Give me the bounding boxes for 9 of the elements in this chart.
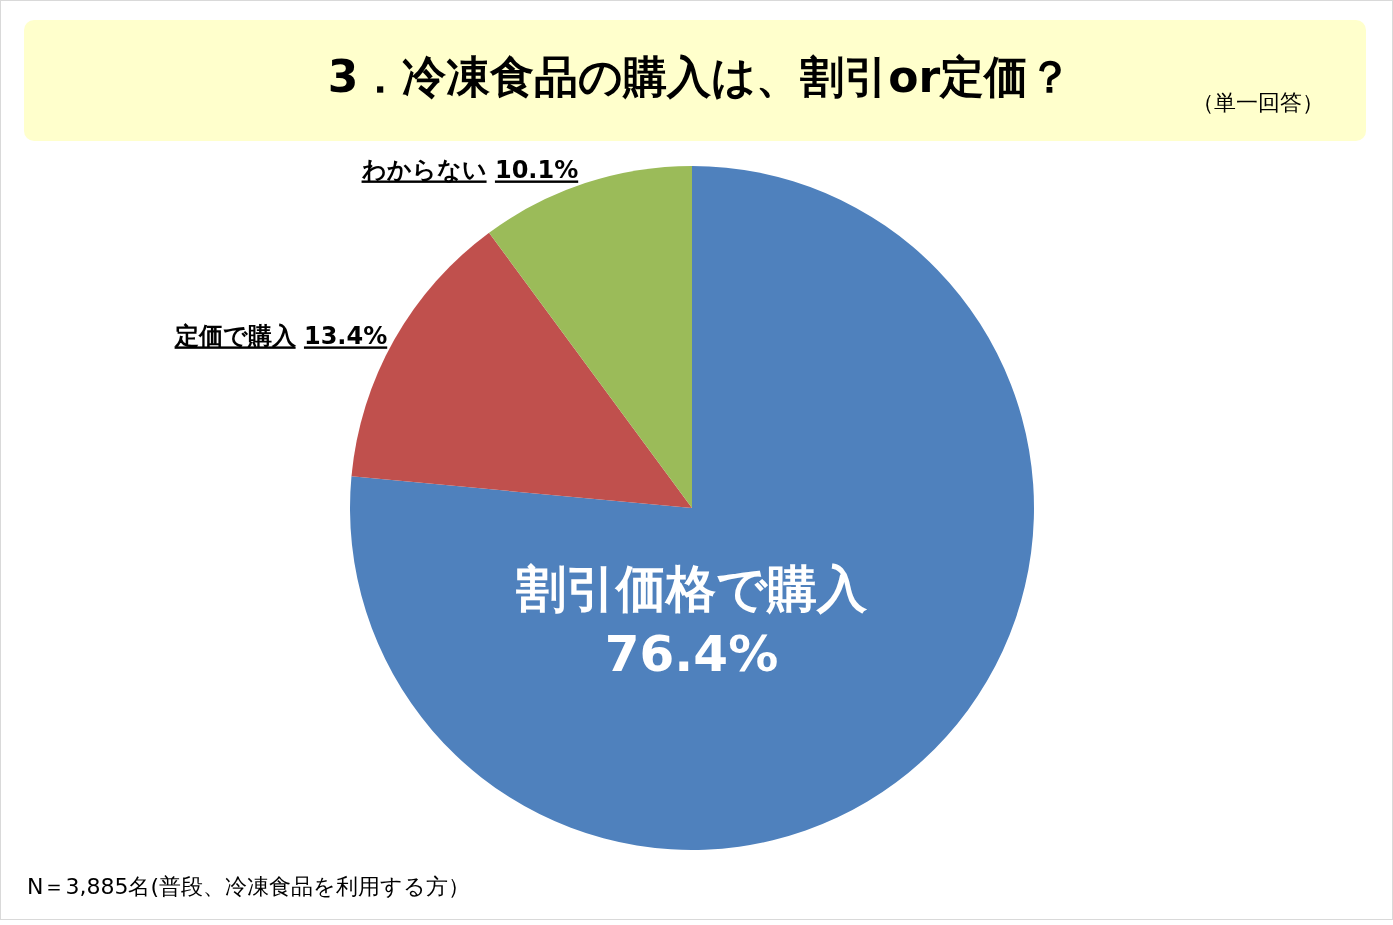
slice-label: わからない [360, 156, 487, 185]
text: （単一回答） [1192, 90, 1324, 115]
data-label: 76.4% [604, 624, 779, 683]
slice-label: 割引価格で購入 [516, 559, 868, 618]
slice-label: 定価で購入 [173, 322, 297, 351]
data-label: 13.4% [303, 322, 388, 351]
data-label: 10.1% [494, 156, 579, 185]
chart-title: 3．冷凍食品の購入は、割引or定価？ [327, 51, 1073, 103]
text: N＝3,885名(普段、冷凍食品を利用する方） [27, 874, 471, 899]
